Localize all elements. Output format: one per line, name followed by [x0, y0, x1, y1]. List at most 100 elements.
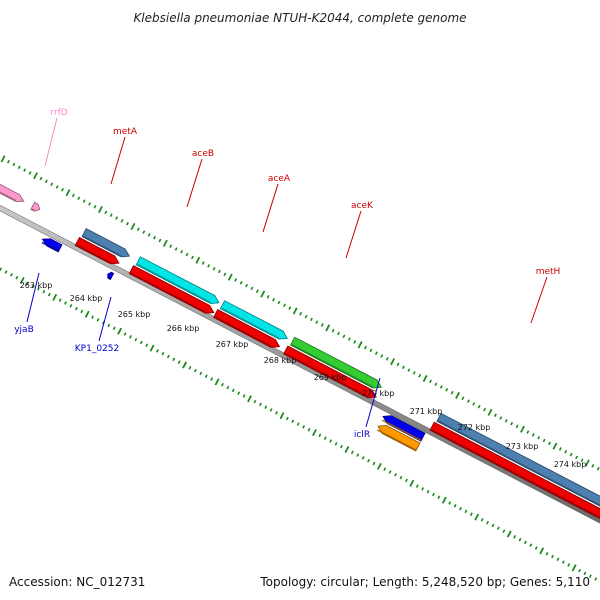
minor-tick [109, 213, 113, 217]
minor-tick [220, 382, 224, 387]
minor-tick [42, 289, 46, 294]
minor-tick [551, 554, 554, 559]
metA-label[interactable]: metA [113, 127, 138, 137]
aceK-leader-line [345, 210, 362, 259]
minor-tick [564, 450, 568, 454]
aceA-label[interactable]: aceA [268, 174, 291, 184]
rrfD-feature[interactable] [0, 180, 25, 202]
major-tick [292, 307, 298, 315]
aceB-gene-feature[interactable] [135, 256, 220, 305]
minor-tick [353, 340, 357, 344]
metH-label[interactable]: metH [536, 267, 561, 277]
minor-tick [466, 399, 470, 403]
aceA-cds-feature[interactable] [213, 308, 281, 348]
aceK-label[interactable]: aceK [351, 201, 374, 211]
rrfD-feature-small[interactable] [30, 201, 41, 212]
minor-tick [437, 495, 441, 500]
gene-features [0, 180, 600, 536]
minor-tick [431, 492, 435, 497]
minor-tick [299, 311, 303, 316]
minor-tick [161, 351, 165, 356]
minor-tick [372, 461, 376, 466]
minor-tick [188, 366, 192, 370]
minor-tick [39, 176, 43, 181]
KP1_0252-gene-feature[interactable] [106, 271, 115, 281]
minor-tick [55, 185, 59, 189]
minor-tick [399, 475, 403, 480]
yjaB-leader-line [26, 272, 40, 323]
minor-tick [304, 314, 308, 319]
minor-tick [578, 568, 582, 573]
minor-tick [534, 546, 538, 550]
minor-tick [337, 331, 340, 336]
major-tick [539, 547, 545, 555]
minor-tick [210, 377, 214, 381]
minor-tick [356, 453, 360, 457]
minor-tick [74, 306, 78, 311]
iclR-cds-feature[interactable] [376, 424, 421, 452]
minor-tick [472, 402, 476, 406]
aceB-label[interactable]: aceB [192, 149, 214, 159]
minor-tick [226, 385, 230, 390]
minor-tick [531, 433, 535, 437]
minor-tick [0, 267, 3, 271]
minor-tick [323, 436, 327, 440]
minor-tick [58, 298, 62, 302]
minor-tick [147, 233, 151, 237]
inner-tick-row [0, 267, 600, 584]
minor-tick [28, 171, 32, 175]
minor-tick [493, 413, 497, 417]
aceA-gene-feature[interactable] [219, 300, 288, 340]
minor-tick [91, 315, 95, 319]
minor-tick [374, 351, 378, 355]
minor-tick [596, 466, 600, 471]
map-title: Klebsiella pneumoniae NTUH-K2044, comple… [133, 11, 466, 25]
minor-tick [44, 179, 48, 184]
aceK-cds-feature[interactable] [283, 345, 377, 399]
KP1_0252-label[interactable]: KP1_0252 [75, 344, 119, 354]
minor-tick [558, 447, 562, 451]
kbp-label: 265 kbp [118, 310, 151, 319]
minor-tick [380, 354, 384, 358]
metA-cds-feature[interactable] [74, 236, 120, 265]
metH-cds-feature[interactable] [429, 421, 600, 536]
minor-tick [329, 439, 333, 443]
minor-tick [125, 221, 129, 226]
minor-tick [258, 402, 262, 407]
minor-tick [439, 385, 443, 389]
yjaB-gene-feature[interactable] [41, 238, 63, 253]
minor-tick [120, 219, 124, 223]
minor-tick [504, 419, 508, 423]
minor-tick [307, 427, 311, 432]
major-tick [474, 513, 480, 521]
minor-tick [350, 450, 354, 455]
minor-tick [580, 458, 584, 463]
yjaB-label[interactable]: yjaB [14, 325, 34, 335]
minor-tick [112, 326, 116, 331]
minor-tick [309, 317, 313, 322]
major-tick [162, 239, 168, 247]
metA-gene-feature[interactable] [81, 228, 131, 258]
minor-tick [190, 255, 194, 260]
minor-tick [242, 394, 246, 398]
iclR-gene-feature[interactable] [381, 415, 426, 442]
minor-tick [461, 396, 465, 401]
major-tick [52, 293, 58, 301]
rrfD-label[interactable]: rrfD [50, 108, 67, 118]
major-tick [344, 445, 350, 454]
minor-tick [291, 419, 295, 424]
minor-tick [347, 337, 351, 341]
iclR-label[interactable]: iclR [354, 430, 370, 440]
minor-tick [12, 162, 16, 167]
minor-tick [588, 574, 592, 578]
minor-tick [502, 529, 506, 533]
minor-tick [23, 168, 27, 172]
aceB-cds-feature[interactable] [128, 265, 215, 314]
metH-gene-feature[interactable] [436, 412, 600, 526]
minor-tick [245, 283, 249, 288]
minor-tick [383, 467, 387, 471]
minor-tick [499, 416, 503, 420]
minor-tick [567, 563, 571, 567]
kbp-label: 264 kbp [70, 294, 103, 303]
